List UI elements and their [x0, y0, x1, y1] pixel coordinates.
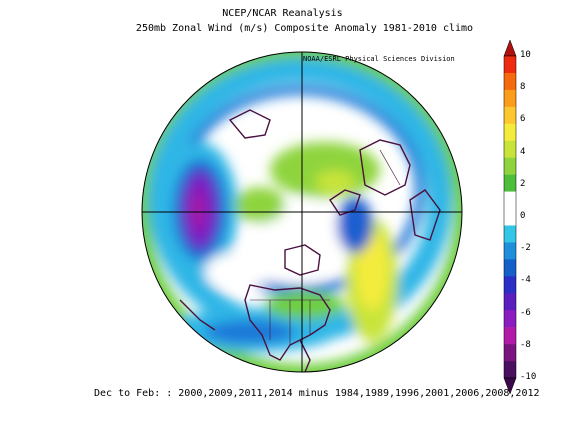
colorbar-segment	[504, 293, 516, 311]
colorbar-segment	[504, 361, 516, 379]
colorbar-segment	[504, 123, 516, 142]
colorbar-segment	[504, 310, 516, 328]
colorbar-segment	[504, 157, 516, 175]
colorbar	[503, 40, 517, 394]
colorbar-segment	[504, 276, 516, 294]
page-subtitle: 250mb Zonal Wind (m/s) Composite Anomaly…	[135, 23, 474, 34]
colorbar-tick-label: 8	[520, 82, 526, 93]
colorbar-tick-label: 0	[520, 211, 526, 221]
map-border	[141, 51, 463, 373]
colorbar-segment	[504, 208, 516, 226]
colorbar-segment	[504, 89, 516, 108]
colorbar-tick-label: 4	[520, 146, 526, 157]
colorbar-tick-label: -6	[520, 307, 531, 318]
colorbar-tick-label: -10	[520, 372, 537, 382]
page-title: NCEP/NCAR Reanalysis	[222, 8, 343, 19]
colorbar-segment	[504, 225, 516, 243]
colorbar-segment	[504, 106, 516, 125]
colorbar-segment	[504, 344, 516, 362]
footer-caption: Dec to Feb: : 2000,2009,2011,2014 minus …	[94, 388, 540, 399]
colorbar-tick-label: 6	[520, 114, 526, 125]
colorbar-tick-label: 10	[520, 50, 531, 60]
colorbar-segment	[504, 259, 516, 277]
colorbar-segment	[504, 191, 516, 209]
colorbar-segment	[504, 174, 516, 192]
colorbar-segment	[504, 72, 516, 91]
colorbar-segment	[504, 242, 516, 260]
colorbar-segment	[504, 140, 516, 158]
colorbar-tick-label: -4	[520, 275, 531, 286]
colorbar-segment	[504, 327, 516, 345]
political-borders	[250, 149, 401, 345]
colorbar-tick-label: -2	[520, 243, 531, 254]
colorbar-tick-label: -8	[520, 339, 531, 350]
colorbar-frame	[503, 55, 517, 379]
colorbar-segment	[504, 56, 516, 74]
credit-label: NOAA/ESRL Physical Sciences Division	[303, 55, 455, 63]
colorbar-top-arrow	[503, 40, 517, 57]
colorbar-tick-label: 2	[520, 178, 526, 189]
